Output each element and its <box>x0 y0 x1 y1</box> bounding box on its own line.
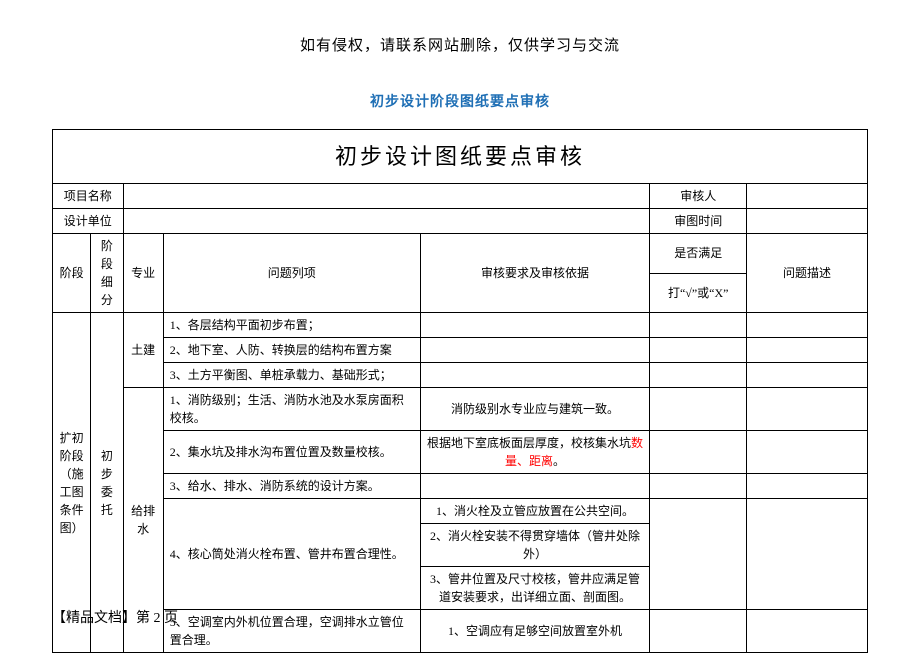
hdr-satisfy-sub: 打“√”或“X” <box>650 273 747 313</box>
row2: 2、地下室、人防、转换层的结构布置方案 <box>163 338 420 363</box>
row7-b2: 2、消火栓安装不得贯穿墙体（管井处除外） <box>420 524 650 567</box>
review-time-label: 审图时间 <box>650 209 747 234</box>
row7-b1: 1、消火栓及立管应放置在公共空间。 <box>420 499 650 524</box>
row1: 1、各层结构平面初步布置； <box>163 313 420 338</box>
row8-basis: 1、空调应有足够空间放置室外机 <box>420 610 650 653</box>
reviewer-label: 审核人 <box>650 184 747 209</box>
design-unit-value <box>123 209 650 234</box>
row6: 3、给水、排水、消防系统的设计方案。 <box>163 474 420 499</box>
reviewer-value <box>747 184 868 209</box>
hdr-issues: 问题列项 <box>163 234 420 313</box>
row4-basis: 消防级别水专业应与建筑一致。 <box>420 388 650 431</box>
hdr-satisfy: 是否满足 <box>650 234 747 274</box>
row7: 4、核心筒处消火栓布置、管井布置合理性。 <box>163 499 420 610</box>
row1-desc <box>747 313 868 338</box>
main-table: 初步设计图纸要点审核 项目名称 审核人 设计单位 审图时间 阶段 阶段细分 专业… <box>52 129 868 653</box>
col-stage: 扩初阶段（施工图条件图） <box>53 313 91 653</box>
hdr-major: 专业 <box>123 234 163 313</box>
row1-check <box>650 313 747 338</box>
footer: 【精品文档】第 2 页 <box>52 607 178 627</box>
row5-basis: 根据地下室底板面层厚度，校核集水坑数量、距离。 <box>420 431 650 474</box>
hdr-desc: 问题描述 <box>747 234 868 313</box>
project-label: 项目名称 <box>53 184 124 209</box>
major-tujian: 土建 <box>123 313 163 388</box>
row1-basis <box>420 313 650 338</box>
top-note: 如有侵权，请联系网站删除，仅供学习与交流 <box>52 34 868 55</box>
table-title: 初步设计图纸要点审核 <box>53 130 868 184</box>
blue-title: 初步设计阶段图纸要点审核 <box>52 91 868 111</box>
row3: 3、土方平衡图、单桩承载力、基础形式； <box>163 363 420 388</box>
hdr-stage: 阶段 <box>53 234 91 313</box>
row7-b3: 3、管井位置及尺寸校核，管井应满足管道安装要求，出详细立面、剖面图。 <box>420 567 650 610</box>
row5: 2、集水坑及排水沟布置位置及数量校核。 <box>163 431 420 474</box>
design-unit-label: 设计单位 <box>53 209 124 234</box>
col-sub: 初步委托 <box>91 313 123 653</box>
row8: 5、空调室内外机位置合理，空调排水立管位置合理。 <box>163 610 420 653</box>
row4: 1、消防级别；生活、消防水池及水泵房面积校核。 <box>163 388 420 431</box>
review-time-value <box>747 209 868 234</box>
hdr-basis: 审核要求及审核依据 <box>420 234 650 313</box>
project-value <box>123 184 650 209</box>
hdr-sub: 阶段细分 <box>91 234 123 313</box>
